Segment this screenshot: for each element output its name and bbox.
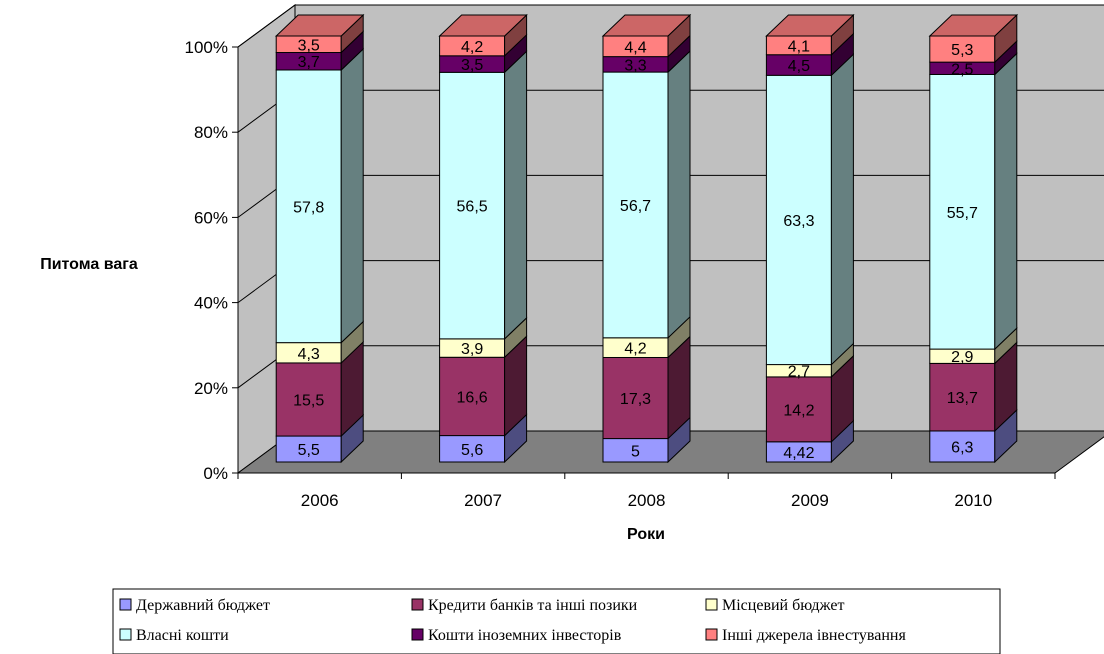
legend-label: Кошти іноземних інвесторів bbox=[428, 627, 622, 644]
x-tick-label: 2010 bbox=[954, 491, 992, 510]
bar-segment bbox=[275, 362, 342, 437]
legend-swatch bbox=[119, 598, 132, 611]
data-label: 4,2 bbox=[624, 341, 646, 358]
y-tick-label: 100% bbox=[185, 38, 228, 57]
data-label: 17,3 bbox=[620, 391, 651, 408]
bar-segment bbox=[929, 430, 996, 463]
data-label: 3,5 bbox=[298, 37, 320, 54]
bar-segment-side bbox=[340, 47, 364, 344]
y-tick-label: 80% bbox=[194, 123, 228, 142]
y-axis-title: Питома вага bbox=[40, 256, 138, 273]
bar-segment bbox=[275, 69, 342, 344]
bar-segment bbox=[929, 362, 996, 432]
bar-segment-side bbox=[504, 50, 528, 341]
bar-stack-2008: 5 17,3 4,2 56,7 3,34,4 bbox=[601, 13, 692, 464]
data-label: 4,2 bbox=[461, 39, 483, 56]
data-label: 57,8 bbox=[293, 199, 324, 216]
data-label: 13,7 bbox=[947, 390, 978, 407]
bar-stack-2010: 6,3 13,7 2,9 55,7 2,5 5,3 bbox=[928, 13, 1019, 464]
bar-top bbox=[601, 14, 692, 37]
gridline bbox=[237, 4, 1104, 48]
data-label: 15,5 bbox=[293, 392, 324, 409]
legend-swatch bbox=[411, 598, 424, 611]
y-tick-label: 0% bbox=[203, 464, 228, 483]
data-label: 4,3 bbox=[298, 346, 320, 363]
bar-top bbox=[765, 14, 855, 37]
bar-stack-2007: 5,6 16,6 3,9 56,5 3,54,2 bbox=[438, 13, 528, 464]
legend-label: Кредити банків та інші позики bbox=[428, 597, 638, 614]
legend-swatch bbox=[411, 628, 424, 641]
data-label: 63,3 bbox=[783, 213, 814, 230]
legend-label: Місцевий бюджет bbox=[722, 597, 844, 614]
bar-segment bbox=[439, 71, 506, 340]
data-label: 2,5 bbox=[951, 61, 973, 78]
data-label: 4,5 bbox=[788, 58, 810, 75]
data-label: 2,7 bbox=[788, 364, 810, 381]
legend-label: Державний бюджет bbox=[136, 597, 270, 614]
y-tick-label: 40% bbox=[194, 294, 228, 313]
bar-segment-side bbox=[667, 49, 691, 339]
bar-segment bbox=[275, 435, 342, 463]
data-label: 56,7 bbox=[620, 198, 651, 215]
bar-segment-side bbox=[994, 52, 1018, 351]
data-label: 6,3 bbox=[951, 439, 973, 456]
data-label: 5,3 bbox=[951, 42, 973, 59]
bar-stack-2009: 4,42 14,2 2,7 63,3 4,5 4,1 bbox=[765, 13, 855, 464]
legend-swatch bbox=[705, 628, 718, 641]
data-label: 14,2 bbox=[783, 402, 814, 419]
bar-segment bbox=[765, 376, 832, 443]
legend-label: Інші джерела івнестування bbox=[722, 627, 906, 644]
data-label: 2,9 bbox=[951, 349, 973, 366]
y-tick-label: 60% bbox=[194, 208, 228, 227]
data-label: 4,42 bbox=[783, 445, 814, 462]
y-tick-labels: 0% 20% 40% 60% 80% 100% bbox=[185, 38, 228, 483]
legend-box bbox=[112, 588, 1001, 654]
bar-top bbox=[928, 14, 1019, 37]
bar-stack-2006: 5,5 15,5 4,3 57,8 3,73,5 bbox=[274, 13, 365, 464]
data-label: 4,1 bbox=[788, 38, 810, 55]
bar-segment bbox=[929, 73, 996, 350]
data-label: 5,6 bbox=[461, 442, 483, 459]
x-tick-labels: 2006 2007 2008 2009 2010 bbox=[301, 491, 992, 510]
x-tick-label: 2009 bbox=[791, 491, 829, 510]
data-label: 56,5 bbox=[457, 199, 488, 216]
bar-segment bbox=[602, 356, 669, 440]
legend-swatch bbox=[119, 628, 132, 641]
axes bbox=[232, 46, 1056, 479]
x-tick-label: 2007 bbox=[464, 491, 502, 510]
data-label: 3,5 bbox=[461, 57, 483, 74]
legend: Державний бюджет Кредити банків та інші п… bbox=[112, 588, 1001, 654]
data-label: 5 bbox=[631, 443, 640, 460]
data-label: 3,9 bbox=[461, 341, 483, 358]
bar-top bbox=[438, 14, 528, 37]
data-label: 3,3 bbox=[624, 57, 646, 74]
data-label: 3,7 bbox=[298, 54, 320, 71]
bar-top bbox=[274, 14, 365, 37]
x-axis-title: Роки bbox=[627, 526, 665, 543]
bars: 5,515,54,357,83,73,55,616,63,956,53,54,2… bbox=[274, 13, 1019, 464]
legend-swatch bbox=[705, 598, 718, 611]
bar-segment-side bbox=[830, 53, 854, 366]
data-label: 4,4 bbox=[624, 39, 646, 56]
x-tick-label: 2008 bbox=[628, 491, 666, 510]
data-label: 55,7 bbox=[947, 205, 978, 222]
data-label: 5,5 bbox=[298, 442, 320, 459]
data-label: 16,6 bbox=[457, 389, 488, 406]
x-tick-label: 2006 bbox=[301, 491, 339, 510]
legend-label: Власні кошти bbox=[136, 627, 229, 644]
y-tick-label: 20% bbox=[194, 379, 228, 398]
